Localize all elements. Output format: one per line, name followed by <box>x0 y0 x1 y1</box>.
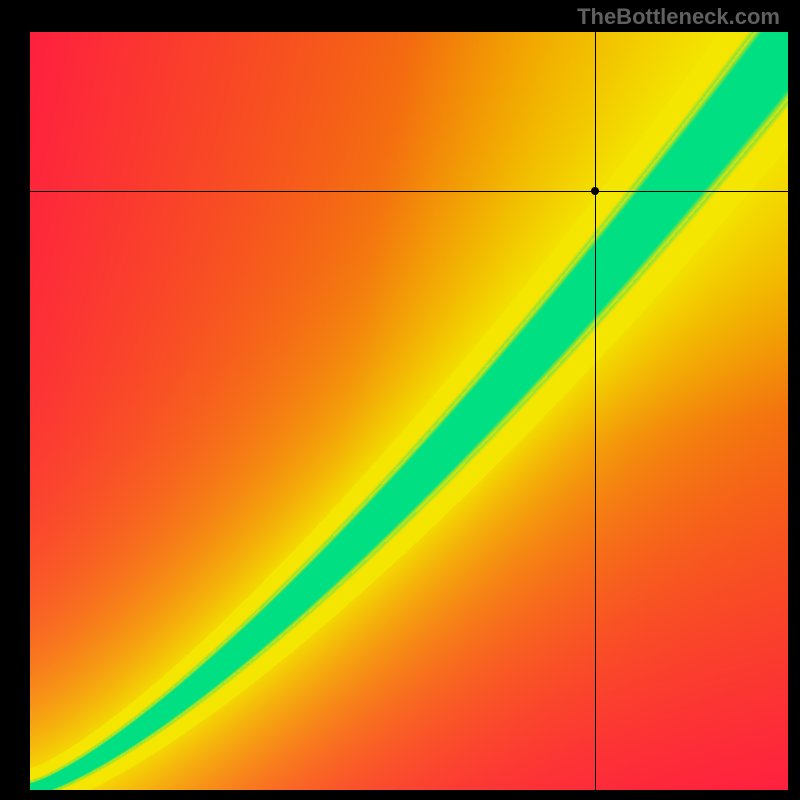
bottleneck-heatmap <box>30 32 788 790</box>
watermark-text: TheBottleneck.com <box>577 4 780 30</box>
crosshair-horizontal <box>0 191 800 192</box>
chart-container: TheBottleneck.com <box>0 0 800 800</box>
crosshair-vertical <box>595 32 596 790</box>
